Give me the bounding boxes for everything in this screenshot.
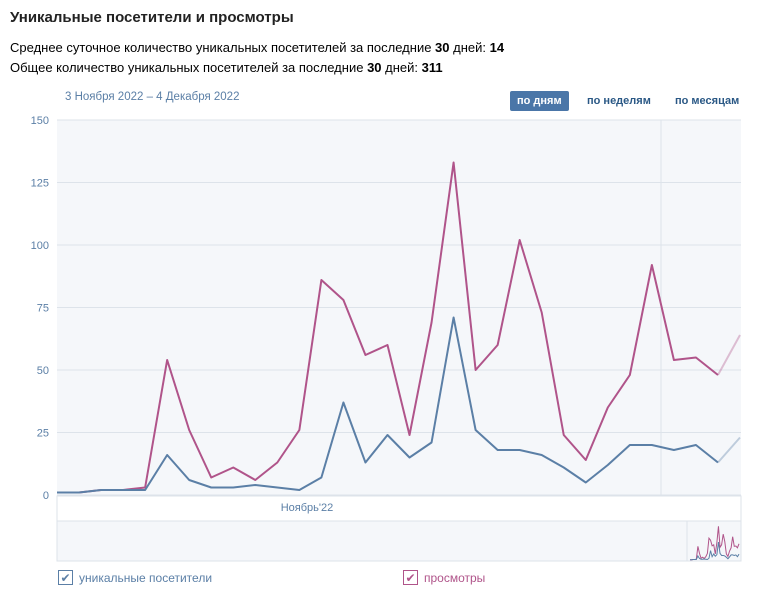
stat-days: 30 [435,40,450,55]
checkbox-checked-icon[interactable]: ✔ [403,570,418,585]
navigator [56,520,742,562]
legend-views[interactable]: ✔ просмотры [403,570,485,585]
legend-label: уникальные посетители [79,570,213,585]
y-tick-label: 100 [31,240,49,252]
avg-daily-visitors: Среднее суточное количество уникальных п… [10,40,504,55]
total-visitors: Общее количество уникальных посетителей … [10,60,443,75]
page-title: Уникальные посетители и просмотры [10,9,294,26]
checkbox-checked-icon[interactable]: ✔ [58,570,73,585]
by-days-button[interactable]: по дням [510,91,569,111]
navigator-series-line [690,541,740,561]
stat-label: Общее количество уникальных посетителей … [10,60,368,75]
series-line [57,316,719,494]
series-line-partial [717,436,741,464]
series-line-partial [717,334,741,376]
series-line [57,161,719,494]
x-axis-label: Ноябрь'22 [281,502,334,514]
y-tick-label: 150 [31,115,49,127]
y-tick-label: 25 [37,428,49,440]
stat-label: дней: [381,60,422,75]
by-weeks-button[interactable]: по неделям [587,95,651,107]
stat-label: дней: [449,40,490,55]
y-tick-label: 0 [43,490,49,502]
stat-label: Среднее суточное количество уникальных п… [10,40,436,55]
stat-days: 30 [367,60,382,75]
y-tick-label: 75 [37,303,49,315]
stat-value: 14 [489,40,505,55]
navigator-series-line [690,526,740,561]
legend-visitors[interactable]: ✔ уникальные посетители [58,570,212,585]
x-axis-band [56,495,742,522]
by-months-button[interactable]: по месяцам [675,95,740,107]
y-tick-label: 125 [31,178,49,190]
date-range: 3 Ноября 2022 – 4 Декабря 2022 [65,91,240,103]
y-tick-label: 50 [37,365,49,377]
stat-value: 311 [421,60,443,75]
legend-label: просмотры [424,570,486,585]
